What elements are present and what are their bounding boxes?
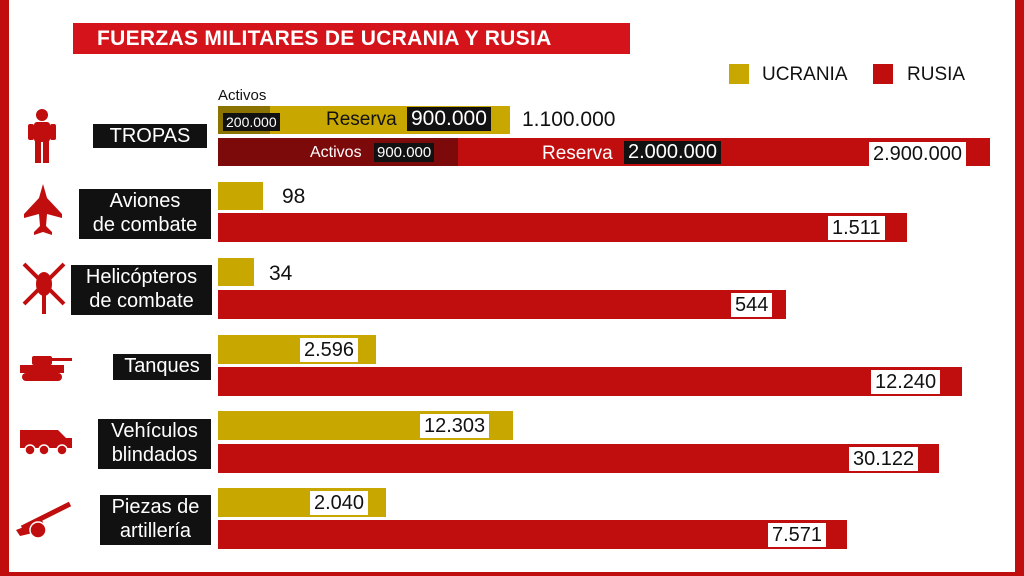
tropas-russia-activos-value: 900.000 — [374, 143, 435, 162]
helicopter-icon — [22, 262, 66, 314]
tank-icon — [20, 356, 72, 381]
soldier-icon — [28, 109, 56, 163]
category-label-line1: Piezas de — [111, 496, 200, 518]
legend-swatch-russia — [873, 64, 893, 84]
tropas-ukraine-activos-value: 200.000 — [223, 113, 280, 131]
legend-swatch-ukraine — [729, 64, 749, 84]
category-label-helicopteros: Helicópteros de combate — [71, 265, 212, 315]
tropas-ukraine-activos-label: Activos — [218, 87, 267, 104]
legend-label-russia: RUSIA — [907, 64, 966, 85]
value-label-russia-aviones: 1.511 — [828, 216, 885, 240]
category-label-tropas: TROPAS — [93, 124, 207, 148]
bottom-frame-border — [0, 572, 1024, 576]
bar-russia-helicopteros — [218, 290, 786, 319]
tropas-russia-activos-label: Activos — [310, 144, 362, 161]
value-label-ukraine-aviones: 98 — [282, 185, 306, 208]
category-label-line2: de combate — [92, 214, 198, 236]
value-label-ukraine-tropas: 1.100.000 — [522, 108, 616, 131]
tropas-ukraine-reserva-value: 900.000 — [407, 107, 491, 131]
value-label-ukraine-tanques: 2.596 — [300, 338, 359, 362]
category-label-line1: Aviones — [109, 190, 181, 212]
tropas-russia-reserva-value: 2.000.000 — [624, 141, 721, 164]
value-label-ukraine-vehiculos: 12.303 — [420, 414, 490, 438]
category-label-tanques: Tanques — [113, 354, 211, 380]
bar-ukraine-helicopteros — [218, 258, 254, 286]
value-label-ukraine-artilleria: 2.040 — [310, 491, 369, 515]
value-label-russia-tanques: 12.240 — [871, 370, 941, 394]
armored-vehicle-icon — [20, 430, 72, 456]
category-label-line2: blindados — [111, 444, 198, 466]
category-label-aviones: Aviones de combate — [79, 189, 211, 239]
tropas-russia-reserva-label: Reserva — [542, 143, 613, 164]
bar-ukraine-aviones — [218, 182, 263, 210]
value-label-ukraine-helicopteros: 34 — [269, 262, 293, 285]
category-label-vehiculos: Vehículos blindados — [98, 419, 211, 469]
value-label-russia-vehiculos: 30.122 — [849, 447, 919, 471]
value-label-russia-tropas: 2.900.000 — [869, 142, 966, 166]
value-label-russia-helicopteros: 544 — [731, 293, 773, 317]
category-label-line2: de combate — [89, 290, 194, 312]
bar-russia-tanques — [218, 367, 962, 396]
category-label-artilleria: Piezas de artillería — [100, 495, 211, 545]
bar-russia-artilleria — [218, 520, 847, 549]
category-label-line1: Tanques — [124, 355, 200, 377]
bar-russia-vehiculos — [218, 444, 939, 473]
category-label-line1: Helicópteros — [85, 266, 198, 288]
tropas-ukraine-reserva-label: Reserva — [326, 109, 397, 130]
title-banner — [73, 23, 630, 54]
category-label-line2: artillería — [119, 520, 192, 542]
chart-title: FUERZAS MILITARES DE UCRANIA Y RUSIA — [97, 27, 552, 50]
value-label-russia-artilleria: 7.571 — [768, 523, 827, 547]
fighter-jet-icon — [24, 184, 62, 235]
right-frame-border — [1015, 0, 1024, 576]
legend-label-ukraine: UCRANIA — [762, 64, 848, 85]
category-label-line1: Vehículos — [111, 420, 198, 442]
artillery-icon — [16, 501, 72, 539]
left-frame-border — [0, 0, 9, 576]
bar-russia-aviones — [218, 213, 907, 242]
